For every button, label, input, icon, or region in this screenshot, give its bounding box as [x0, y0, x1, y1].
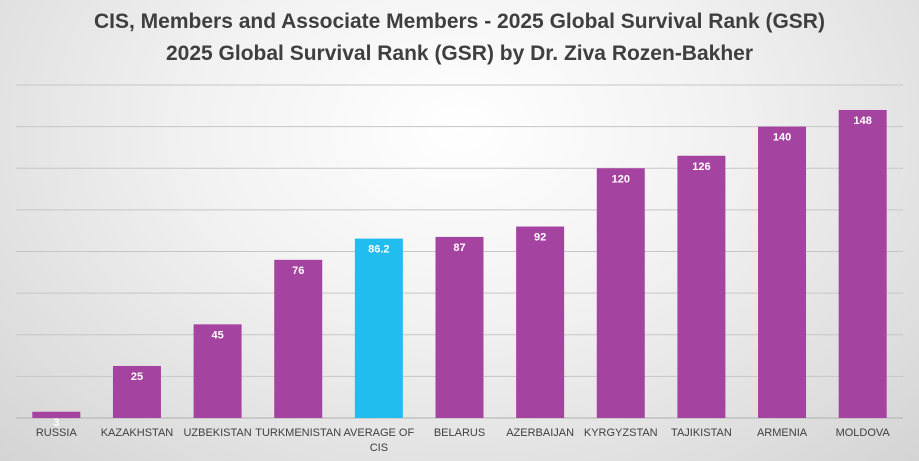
data-label: 87 — [453, 242, 465, 254]
bars — [32, 109, 887, 418]
x-tick-label: UZBEKISTAN — [183, 427, 251, 439]
data-label: 120 — [612, 173, 630, 185]
x-tick-label: TAJIKISTAN — [671, 427, 732, 439]
data-label: 92 — [534, 232, 546, 244]
bar — [112, 365, 161, 418]
data-label: 86.2 — [368, 244, 389, 256]
bar — [758, 126, 807, 418]
bar — [838, 109, 887, 418]
x-tick-label: MOLDOVA — [836, 427, 891, 439]
bar — [193, 324, 242, 418]
chart-subtitle: 2025 Global Survival Rank (GSR) by Dr. Z… — [165, 42, 754, 65]
x-axis-tick-labels: RUSSIA KAZAKHSTAN UZBEKISTAN TURKMENISTAN AV… — [36, 427, 891, 454]
data-label: 76 — [292, 265, 304, 277]
bar — [516, 226, 565, 418]
x-tick-label: ARMENIA — [757, 427, 808, 439]
x-tick-label: RUSSIA — [36, 427, 78, 439]
data-label: 3 — [53, 417, 59, 429]
chart-title: CIS, Members and Associate Members - 202… — [94, 10, 825, 33]
data-label: 126 — [692, 161, 710, 173]
x-tick-label: AVERAGE OF CIS — [344, 427, 415, 454]
x-tick-label: AZERBAIJAN — [506, 427, 574, 439]
gridlines — [16, 84, 903, 419]
data-label: 45 — [211, 329, 223, 341]
bar — [274, 259, 323, 418]
x-tick-label: KAZAKHSTAN — [101, 427, 174, 439]
data-labels: 3 25 45 76 86.2 87 92 120 126 140 148 — [53, 115, 872, 429]
x-tick-label: BELARUS — [434, 427, 485, 439]
data-label: 140 — [773, 132, 791, 144]
bar — [596, 168, 645, 418]
x-tick-label: TURKMENISTAN — [255, 427, 341, 439]
data-label: 25 — [131, 371, 143, 383]
bar — [435, 236, 484, 418]
bar — [32, 411, 81, 418]
bar — [677, 155, 726, 418]
bar — [354, 238, 403, 418]
x-tick-label: KYRGYZSTAN — [584, 427, 658, 439]
data-label: 148 — [854, 115, 872, 127]
